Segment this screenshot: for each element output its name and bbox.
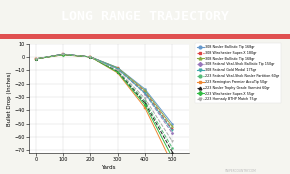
223 Hornady BTHP Match 75gr: [34, 58, 38, 60]
223 Winchester Super-X 55gr: [116, 71, 119, 73]
308 Winchester Super-X 180gr: [61, 53, 65, 55]
308 Federal Gold Medal 175gr: [171, 129, 174, 131]
Legend: 308 Nosler Ballistic Tip 168gr, 308 Winchester Super-X 180gr, 308 Nosler Ballist: 308 Nosler Ballistic Tip 168gr, 308 Winc…: [195, 43, 281, 104]
223 Hornady BTHP Match 75gr: [61, 53, 65, 55]
Text: LONG RANGE TRAJECTORY: LONG RANGE TRAJECTORY: [61, 10, 229, 23]
308 Nosler Ballistic Tip 168gr: [116, 67, 119, 69]
308 Federal Vital-Shok Ballistic Tip 150gr: [143, 93, 147, 95]
223 Hornady BTHP Match 75gr: [143, 97, 147, 99]
Line: 308 Winchester Super-X 180gr: 308 Winchester Super-X 180gr: [35, 53, 173, 130]
308 Nosler Ballistic Tip 168gr: [61, 53, 65, 55]
223 Hornady BTHP Match 75gr: [116, 69, 119, 71]
223 Winchester Super-X 55gr: [171, 156, 174, 158]
223 Hornady BTHP Match 75gr: [171, 140, 174, 142]
Line: 308 Nosler Ballistic Tip 168gr: 308 Nosler Ballistic Tip 168gr: [35, 53, 173, 125]
308 Federal Gold Medal 175gr: [89, 56, 92, 58]
Bar: [0, 34, 290, 39]
308 Nosler Ballistic Tip 168gr: [143, 88, 147, 90]
Line: 308 Federal Gold Medal 175gr: 308 Federal Gold Medal 175gr: [35, 53, 173, 131]
308 Federal Vital-Shok Ballistic Tip 150gr: [61, 53, 65, 55]
223 Nosler Trophy Grade Varmint 60gr: [171, 151, 174, 153]
Text: SNIPERCOUNTRY.COM: SNIPERCOUNTRY.COM: [225, 169, 257, 173]
308 Federal Gold Medal 175gr: [34, 58, 38, 60]
X-axis label: Yards: Yards: [102, 165, 116, 170]
308 Federal Gold Medal 175gr: [116, 68, 119, 70]
223 Federal Vital-Shok Nosler Partition 60gr: [116, 70, 119, 72]
308 Nosler Ballistic Tip 168gr: [171, 125, 174, 127]
308 Federal Gold Medal 175gr: [61, 53, 65, 55]
308 Nosler Ballistic Tip 168gr: [34, 58, 38, 60]
223 Federal Vital-Shok Nosler Partition 60gr: [89, 56, 92, 58]
308 Federal Vital-Shok Ballistic Tip 150gr: [116, 68, 119, 70]
223 Winchester Super-X 55gr: [143, 104, 147, 106]
Line: 308 Federal Vital-Shok Ballistic Tip 150gr: 308 Federal Vital-Shok Ballistic Tip 150…: [35, 53, 173, 134]
223 Winchester Super-X 55gr: [34, 58, 38, 60]
308 Federal Vital-Shok Ballistic Tip 150gr: [89, 56, 92, 58]
223 Nosler Trophy Grade Varmint 60gr: [116, 70, 119, 73]
223 Remington Premier AccuTip 50gr: [116, 72, 119, 74]
308 Winchester Super-X 180gr: [171, 128, 174, 130]
308 Nosler Ballistic Tip 168gr: [116, 66, 119, 69]
308 Winchester Super-X 180gr: [89, 56, 92, 58]
223 Remington Premier AccuTip 50gr: [143, 107, 147, 109]
308 Winchester Super-X 180gr: [143, 91, 147, 93]
308 Nosler Ballistic Tip 168gr: [171, 123, 174, 125]
223 Winchester Super-X 55gr: [61, 54, 65, 56]
223 Nosler Trophy Grade Varmint 60gr: [61, 53, 65, 56]
Line: 223 Remington Premier AccuTip 50gr: 223 Remington Premier AccuTip 50gr: [35, 54, 173, 165]
223 Federal Vital-Shok Nosler Partition 60gr: [171, 147, 174, 149]
308 Federal Gold Medal 175gr: [143, 92, 147, 94]
Line: 308 Nosler Ballistic Tip 168gr: 308 Nosler Ballistic Tip 168gr: [35, 53, 173, 127]
223 Winchester Super-X 55gr: [89, 56, 92, 58]
223 Remington Premier AccuTip 50gr: [34, 58, 38, 60]
223 Federal Vital-Shok Nosler Partition 60gr: [34, 58, 38, 60]
223 Federal Vital-Shok Nosler Partition 60gr: [143, 100, 147, 102]
223 Remington Premier AccuTip 50gr: [61, 54, 65, 56]
308 Nosler Ballistic Tip 168gr: [143, 89, 147, 91]
223 Remington Premier AccuTip 50gr: [171, 163, 174, 165]
223 Hornady BTHP Match 75gr: [89, 56, 92, 58]
223 Federal Vital-Shok Nosler Partition 60gr: [61, 53, 65, 56]
Line: 223 Nosler Trophy Grade Varmint 60gr: 223 Nosler Trophy Grade Varmint 60gr: [35, 53, 173, 153]
Line: 223 Federal Vital-Shok Nosler Partition 60gr: 223 Federal Vital-Shok Nosler Partition …: [35, 53, 173, 149]
223 Remington Premier AccuTip 50gr: [89, 56, 92, 58]
308 Nosler Ballistic Tip 168gr: [61, 53, 65, 56]
Line: 223 Hornady BTHP Match 75gr: 223 Hornady BTHP Match 75gr: [35, 53, 173, 142]
Y-axis label: Bullet Drop (Inches): Bullet Drop (Inches): [7, 71, 12, 126]
308 Nosler Ballistic Tip 168gr: [89, 56, 92, 58]
223 Nosler Trophy Grade Varmint 60gr: [89, 56, 92, 58]
308 Winchester Super-X 180gr: [34, 58, 38, 60]
308 Federal Vital-Shok Ballistic Tip 150gr: [171, 132, 174, 134]
308 Nosler Ballistic Tip 168gr: [34, 58, 38, 60]
223 Nosler Trophy Grade Varmint 60gr: [143, 102, 147, 104]
308 Winchester Super-X 180gr: [116, 67, 119, 69]
Line: 223 Winchester Super-X 55gr: 223 Winchester Super-X 55gr: [35, 54, 173, 158]
223 Nosler Trophy Grade Varmint 60gr: [34, 58, 38, 60]
308 Federal Vital-Shok Ballistic Tip 150gr: [34, 58, 38, 60]
308 Nosler Ballistic Tip 168gr: [89, 56, 92, 58]
